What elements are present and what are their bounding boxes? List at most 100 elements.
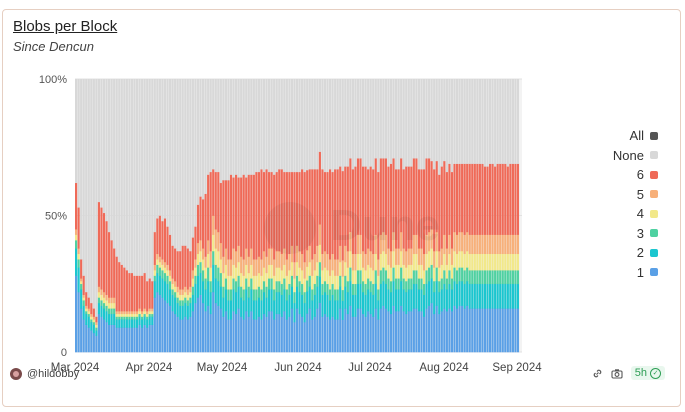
bar-segment-4[interactable] [207,253,210,268]
bar-segment-5[interactable] [453,231,456,252]
bar-segment-3[interactable] [389,281,393,293]
bar-segment-5[interactable] [176,286,179,293]
bar-segment-2[interactable] [483,283,487,309]
bar-segment-3[interactable] [138,313,141,317]
bar-segment-3[interactable] [262,281,266,293]
bar-segment-2[interactable] [389,291,393,315]
bar-segment-6[interactable] [163,218,167,263]
bar-segment-none[interactable] [189,79,192,252]
bar-segment-2[interactable] [214,278,217,304]
bar-segment-5[interactable] [201,248,205,260]
bar-segment-5[interactable] [514,234,517,255]
bar-segment-3[interactable] [179,300,182,306]
bar-segment-none[interactable] [242,79,245,175]
bar-segment-1[interactable] [110,324,113,353]
bar-segment-6[interactable] [245,177,248,249]
bar-segment-6[interactable] [433,169,436,252]
bar-segment-none[interactable] [237,79,240,178]
bar-segment-none[interactable] [443,79,446,162]
bar-segment-6[interactable] [298,171,301,252]
bar-segment-6[interactable] [400,158,403,233]
bar-segment-5[interactable] [349,231,352,252]
bar-segment-none[interactable] [438,79,441,175]
bar-segment-4[interactable] [445,264,448,279]
bar-segment-1[interactable] [242,319,245,353]
bar-segment-none[interactable] [346,79,349,167]
bar-segment-6[interactable] [402,169,405,249]
bar-segment-2[interactable] [298,291,301,315]
bar-segment-6[interactable] [179,250,182,290]
bar-segment-2[interactable] [224,289,227,312]
bar-segment-6[interactable] [445,171,448,249]
bar-segment-3[interactable] [359,270,362,285]
bar-segment-none[interactable] [146,79,149,282]
bar-segment-none[interactable] [179,79,182,252]
bar-segment-none[interactable] [494,79,497,167]
bar-segment-6[interactable] [420,169,423,249]
bar-segment-none[interactable] [227,79,230,181]
bar-segment-4[interactable] [156,259,159,265]
bar-segment-6[interactable] [283,171,286,249]
legend-item-3[interactable]: 3 [598,224,658,244]
bar-segment-none[interactable] [356,79,360,159]
bar-segment-6[interactable] [92,308,95,317]
legend-item-4[interactable]: 4 [598,204,658,224]
bar-segment-4[interactable] [458,250,461,268]
bar-segment-none[interactable] [288,79,291,173]
bar-segment-1[interactable] [488,308,492,353]
bar-segment-4[interactable] [235,267,238,282]
bar-segment-5[interactable] [445,248,448,265]
bar-segment-6[interactable] [240,177,243,257]
bar-segment-3[interactable] [181,300,184,306]
bar-segment-3[interactable] [491,270,494,285]
bar-segment-5[interactable] [389,250,393,268]
bar-segment-4[interactable] [349,250,352,268]
bar-segment-4[interactable] [306,266,309,281]
bar-segment-4[interactable] [240,272,243,287]
bar-segment-1[interactable] [166,302,169,353]
bar-segment-4[interactable] [95,324,98,328]
bar-segment-3[interactable] [374,270,377,285]
bar-segment-3[interactable] [222,286,225,298]
bar-segment-2[interactable] [260,300,263,320]
bar-segment-6[interactable] [412,158,415,235]
bar-segment-6[interactable] [270,171,273,249]
bar-segment-5[interactable] [356,234,360,255]
bar-segment-6[interactable] [196,204,200,244]
bar-segment-4[interactable] [143,311,146,315]
bar-segment-none[interactable] [295,79,299,173]
bar-segment-3[interactable] [430,264,433,279]
bar-segment-2[interactable] [359,283,362,309]
bar-segment-4[interactable] [194,267,197,276]
bar-segment-2[interactable] [499,283,502,309]
bar-segment-2[interactable] [186,305,189,320]
bar-segment-6[interactable] [514,163,517,235]
bar-segment-1[interactable] [199,294,202,353]
bar-segment-4[interactable] [400,250,403,268]
bar-segment-1[interactable] [219,308,222,353]
bar-segment-4[interactable] [448,253,451,271]
bar-segment-none[interactable] [455,79,459,164]
bar-segment-1[interactable] [389,313,393,353]
bar-segment-6[interactable] [364,166,367,255]
bar-segment-none[interactable] [257,79,260,173]
bar-segment-5[interactable] [346,250,349,268]
bar-segment-6[interactable] [171,245,174,279]
bar-segment-1[interactable] [283,311,286,353]
bar-segment-2[interactable] [191,294,194,312]
bar-segment-4[interactable] [123,313,126,317]
bar-segment-2[interactable] [135,319,139,328]
bar-segment-6[interactable] [130,272,134,312]
refresh-age-badge[interactable]: 5h ✓ [630,366,665,380]
bar-segment-5[interactable] [377,259,380,276]
bar-segment-5[interactable] [341,260,344,277]
bar-segment-6[interactable] [501,163,504,235]
bar-segment-3[interactable] [235,281,238,293]
bar-segment-1[interactable] [125,327,128,353]
bar-segment-4[interactable] [80,281,83,285]
bar-segment-none[interactable] [318,79,321,152]
bar-segment-6[interactable] [328,169,332,260]
bar-segment-1[interactable] [412,308,415,353]
bar-segment-none[interactable] [298,79,301,173]
bar-segment-6[interactable] [397,169,400,249]
